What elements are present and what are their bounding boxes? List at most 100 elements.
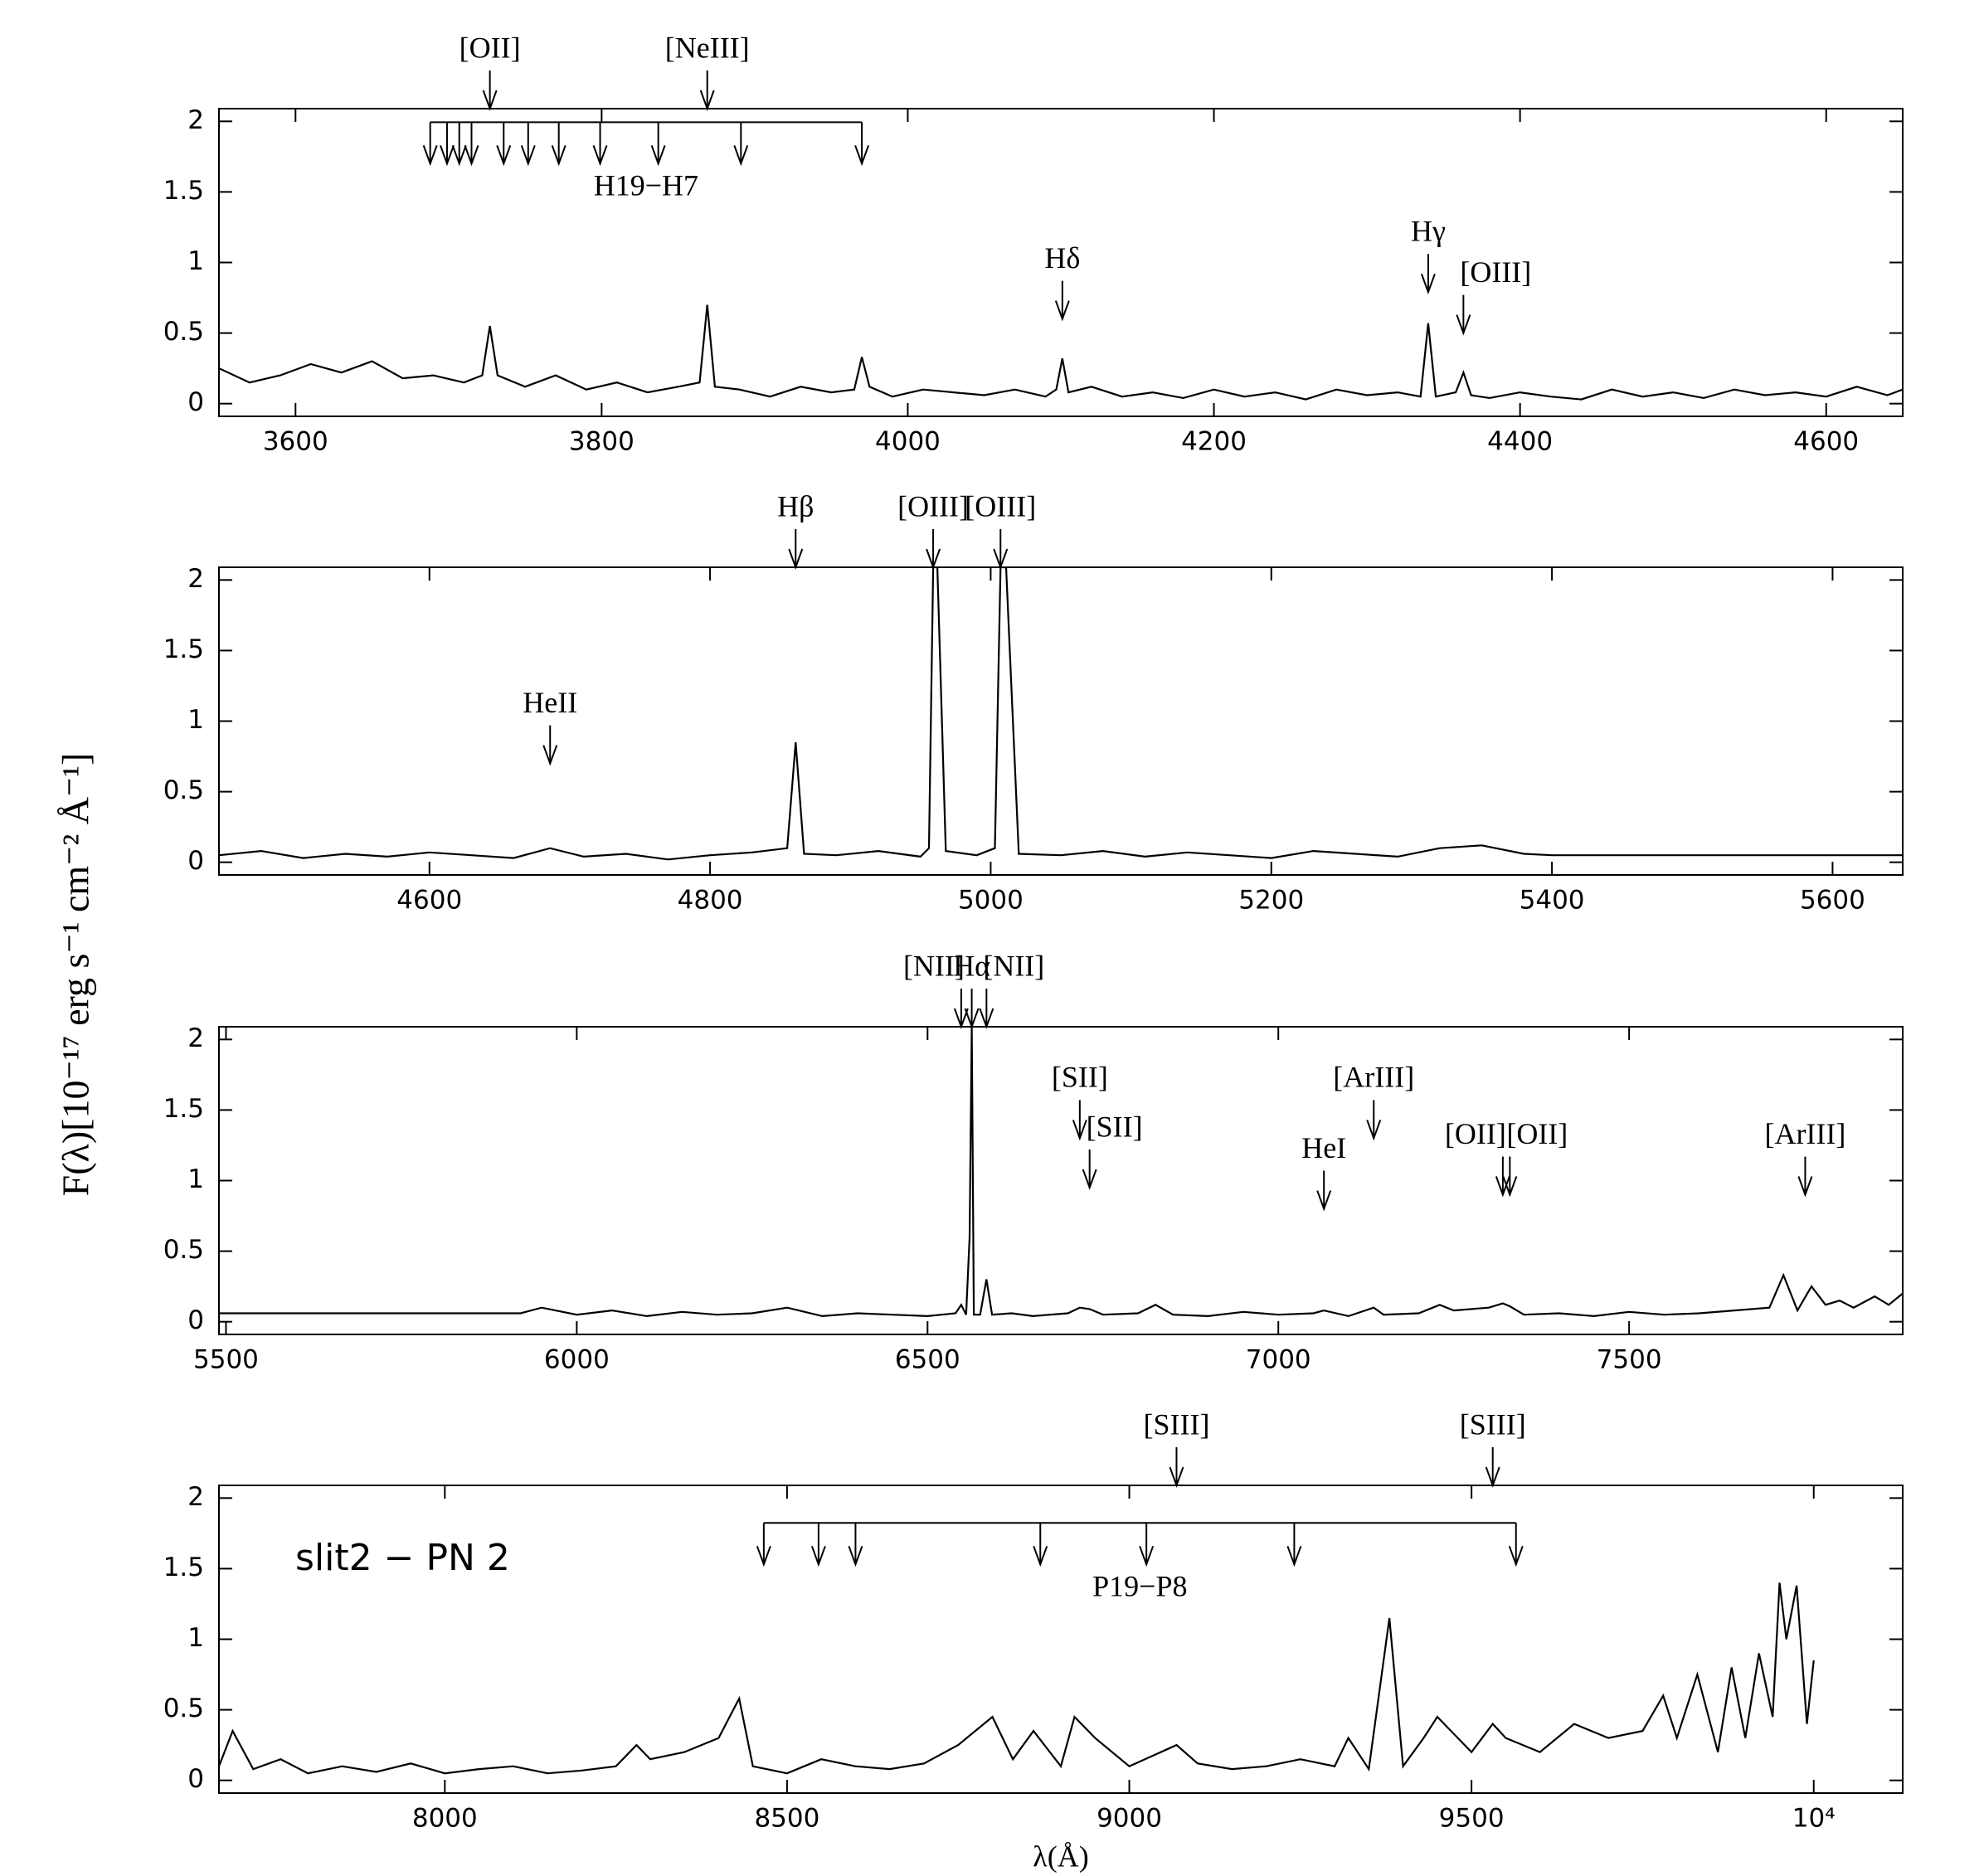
arrow-head: [1797, 1176, 1813, 1198]
y-tick-label: 0: [187, 387, 204, 417]
y-tick-label: 1: [187, 705, 204, 735]
plot-frame: [218, 566, 1904, 876]
x-tick-label: 6500: [895, 1345, 960, 1375]
x-tick-label: 4600: [396, 886, 462, 916]
x-tick-label: 10⁴: [1792, 1804, 1836, 1834]
arrow-head: [1495, 1176, 1510, 1198]
spectrum-line: [219, 1027, 1903, 1318]
arrow-head: [1072, 1120, 1087, 1141]
y-tick-label: 0.5: [163, 317, 204, 347]
line-label: [OII]: [1445, 1117, 1506, 1150]
arrow-head: [810, 1545, 826, 1567]
line-label: [OII]: [1506, 1117, 1568, 1150]
arrow-head: [979, 1008, 994, 1029]
y-tick-label: 0.5: [163, 1235, 204, 1265]
arrow-head: [464, 145, 479, 167]
line-label: [NeIII]: [665, 31, 750, 64]
arrow-head: [1082, 1169, 1097, 1190]
arrow-head: [1316, 1190, 1332, 1212]
arrow-head: [650, 145, 666, 167]
arrow-head: [1485, 1466, 1500, 1488]
y-tick-label: 1.5: [163, 176, 204, 206]
arrow-head: [551, 145, 567, 167]
panel: 8000 8500 9000 9500 10⁴ 0 0.5 1 1.5 2 [SIII] [SIII]…: [163, 1407, 1904, 1873]
y-tick-label: 0: [187, 846, 204, 876]
arrow-head: [496, 145, 512, 167]
y-tick-label: 1: [187, 1623, 204, 1653]
y-tick-label: 0: [187, 1305, 204, 1335]
arrow-head: [848, 1545, 863, 1567]
arrow-head: [1169, 1466, 1184, 1488]
arrow-head: [1033, 1545, 1048, 1567]
x-tick-label: 7500: [1597, 1345, 1662, 1375]
panel: 3600 3800 4000 4200 4400 4600 0 0.5 1 1.5 2 [OII] [N…: [55, 31, 1904, 1197]
x-tick-label: 8000: [412, 1804, 478, 1834]
arrow-head: [1054, 300, 1070, 322]
arrow-head: [854, 145, 870, 167]
x-tick-label: 3800: [569, 427, 635, 457]
spectrum-line: [219, 1582, 1815, 1775]
panel-note: slit2 − PN 2: [295, 1537, 510, 1579]
line-label: [SIII]: [1143, 1407, 1209, 1441]
line-label: HeI: [1301, 1131, 1346, 1164]
line-label: [OII]: [460, 31, 521, 64]
y-axis-label: F(λ)[10⁻¹⁷ erg s⁻¹ cm⁻² Å⁻¹]: [55, 753, 97, 1197]
x-axis-label: λ(Å): [1033, 1840, 1088, 1873]
arrow-head: [592, 145, 608, 167]
group-label: H19−H7: [594, 169, 698, 202]
x-tick-label: 4000: [875, 427, 941, 457]
arrow-head: [733, 145, 749, 167]
x-tick-label: 5400: [1520, 886, 1585, 916]
arrow-head: [953, 1008, 969, 1029]
line-label: Hβ: [777, 489, 814, 522]
x-tick-label: 4200: [1181, 427, 1247, 457]
arrow-head: [1456, 314, 1471, 336]
line-label: Hγ: [1411, 215, 1446, 248]
line-label: [ArIII]: [1764, 1117, 1845, 1150]
y-tick-label: 1.5: [163, 634, 204, 664]
arrow-head: [926, 548, 941, 570]
line-label: [OIII]: [1460, 255, 1531, 289]
arrow-head: [1366, 1120, 1382, 1141]
y-tick-label: 0: [187, 1764, 204, 1794]
y-tick-label: 2: [187, 1023, 204, 1053]
line-label: [OIII]: [897, 489, 969, 522]
line-label: [SII]: [1052, 1061, 1108, 1094]
line-label: [NII]: [903, 949, 965, 982]
y-tick-label: 2: [187, 105, 204, 135]
y-tick-label: 0.5: [163, 775, 204, 805]
x-tick-label: 4400: [1487, 427, 1553, 457]
line-label: [ArIII]: [1333, 1061, 1414, 1094]
line-label: HeII: [523, 686, 577, 719]
arrow-head: [542, 745, 558, 766]
arrow-head: [993, 548, 1009, 570]
line-label: [OIII]: [965, 489, 1036, 522]
arrow-head: [520, 145, 536, 167]
x-tick-label: 6000: [544, 1345, 610, 1375]
group-label: P19−P8: [1092, 1570, 1187, 1603]
arrow-head: [482, 90, 498, 111]
arrow-head: [964, 1008, 980, 1029]
plot-frame: [218, 1485, 1904, 1794]
line-label: [NII]: [983, 949, 1044, 982]
x-tick-label: 5200: [1238, 886, 1304, 916]
arrow-head: [1508, 1545, 1524, 1567]
arrow-head: [699, 90, 715, 111]
arrow-head: [422, 145, 438, 167]
x-tick-label: 3600: [263, 427, 328, 457]
x-tick-label: 4800: [678, 886, 743, 916]
x-tick-label: 5600: [1800, 886, 1865, 916]
x-tick-label: 8500: [754, 1804, 819, 1834]
arrow-head: [1420, 273, 1436, 295]
arrow-head: [440, 145, 455, 167]
y-tick-label: 1.5: [163, 1094, 204, 1124]
arrow-head: [756, 1545, 771, 1567]
spectrum-line: [219, 567, 1903, 861]
x-tick-label: 4600: [1793, 427, 1859, 457]
x-tick-label: 5000: [958, 886, 1024, 916]
arrow-head: [1139, 1545, 1155, 1567]
x-tick-label: 9500: [1439, 1804, 1505, 1834]
y-tick-label: 1.5: [163, 1553, 204, 1582]
line-label: Hδ: [1044, 241, 1080, 275]
y-tick-label: 2: [187, 1482, 204, 1512]
